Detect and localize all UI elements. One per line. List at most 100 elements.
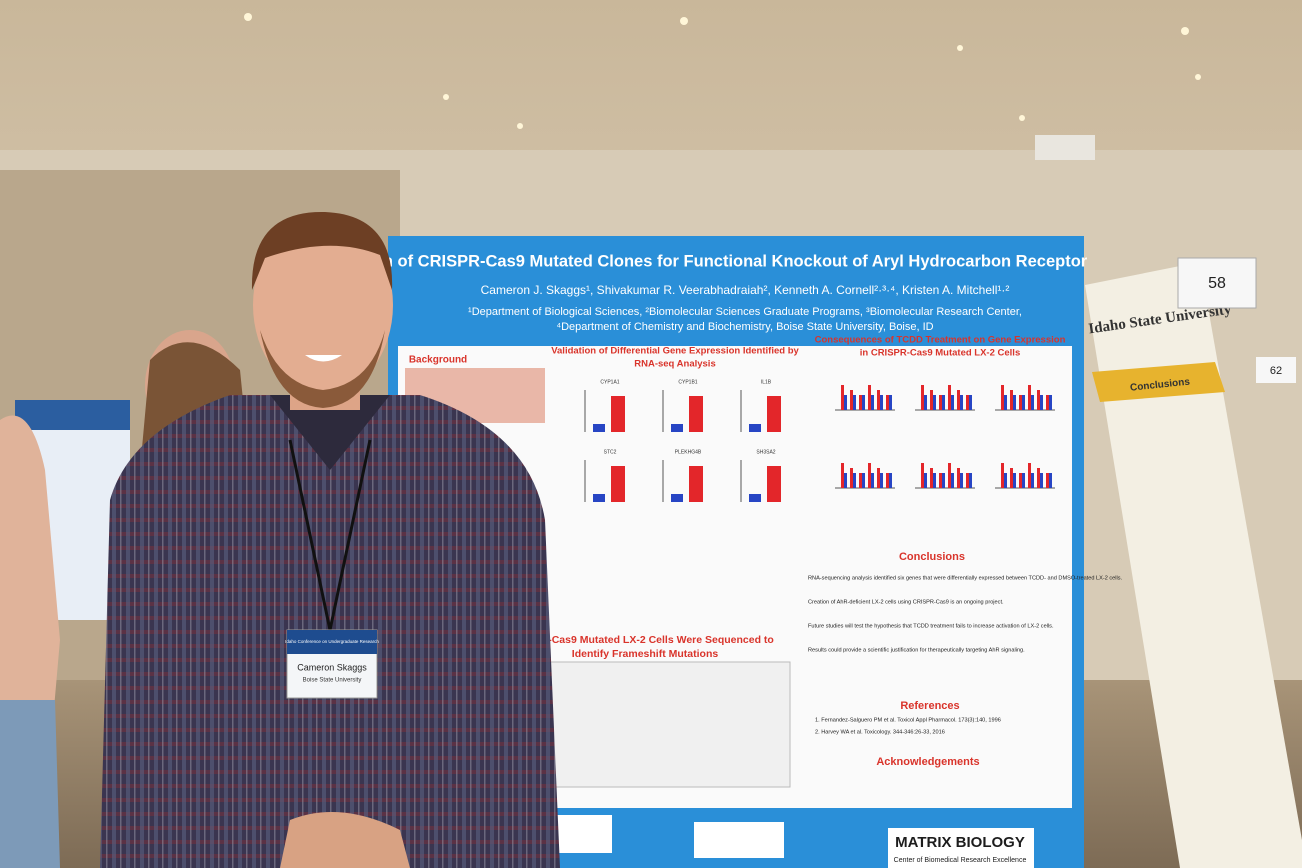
conclusion-item: RNA-sequencing analysis identified six g…	[808, 575, 1123, 581]
chart-bar	[1010, 468, 1013, 488]
badge-header	[287, 630, 377, 654]
chart-bar	[1049, 395, 1052, 410]
logo-text: MATRIX BIOLOGY	[895, 834, 1025, 851]
section-heading: References	[900, 700, 959, 712]
chart-bar	[951, 473, 954, 488]
chart-bar	[850, 468, 853, 488]
chart-bar	[1040, 395, 1043, 410]
chart-bar	[859, 473, 862, 488]
background-poster-header	[15, 400, 130, 430]
chart-bar	[767, 396, 781, 432]
chart-bar	[853, 395, 856, 410]
chart-bar	[1001, 463, 1004, 488]
chart-bar	[862, 473, 865, 488]
chart-bar	[1037, 468, 1040, 488]
board-number: 62	[1270, 365, 1282, 377]
chart-bar	[1019, 395, 1022, 410]
chart-bar	[593, 494, 605, 502]
chart-bar	[767, 466, 781, 502]
chart-bar	[1022, 395, 1025, 410]
reference-item: 1. Fernandez-Salguero PM et al. Toxicol …	[815, 717, 1001, 723]
chart-bar	[859, 395, 862, 410]
board-number-sign	[1256, 357, 1296, 383]
ceiling-lights	[244, 13, 1201, 129]
reference-item: 2. Harvey WA et al. Toxicology. 344-346:…	[815, 729, 945, 735]
gene-label: IL1B	[761, 379, 772, 385]
chart-bar	[957, 468, 960, 488]
conclusion-item: Creation of AhR-deficient LX-2 cells usi…	[808, 599, 1004, 605]
section-heading: in CRISPR-Cas9 Mutated LX-2 Cells	[860, 348, 1020, 359]
chart-bar	[1028, 385, 1031, 410]
sequence-table	[519, 661, 791, 788]
chart-bar	[880, 473, 883, 488]
chart-bar	[611, 466, 625, 502]
chart-bar	[1004, 473, 1007, 488]
logo-text: Center of Biomedical Research Excellence	[894, 857, 1027, 864]
chart-bar	[1040, 473, 1043, 488]
chart-bar	[933, 395, 936, 410]
poster-affiliation: ⁴Department of Chemistry and Biochemistr…	[556, 321, 933, 333]
chart-bar	[850, 390, 853, 410]
gene-label: SH3SA2	[756, 449, 775, 455]
face	[253, 215, 393, 395]
chart-bar	[969, 395, 972, 410]
chart-bar	[871, 473, 874, 488]
chart-bar	[939, 395, 942, 410]
poster-affiliation: ¹Department of Biological Sciences, ²Bio…	[468, 306, 1022, 318]
chart-bar	[930, 468, 933, 488]
chart-bar	[1001, 385, 1004, 410]
section-heading: Consequences of TCDD Treatment on Gene E…	[815, 335, 1066, 346]
gene-label: CYP1B1	[678, 379, 697, 385]
chart-bar	[1022, 473, 1025, 488]
logo-box	[694, 822, 784, 858]
chart-bar	[924, 395, 927, 410]
chart-bar	[1019, 473, 1022, 488]
poster-header	[388, 236, 1084, 346]
chart-bar	[671, 424, 683, 432]
section-heading: RNA-seq Analysis	[634, 359, 715, 370]
chart-bar	[966, 395, 969, 410]
chart-bar	[1049, 473, 1052, 488]
chart-bar	[868, 463, 871, 488]
chart-bar	[942, 395, 945, 410]
chart-bar	[960, 395, 963, 410]
gene-label: PLEKHG4B	[675, 449, 702, 455]
chart-bar	[960, 473, 963, 488]
chart-bar	[886, 473, 889, 488]
poster-title: on of CRISPR-Cas9 Mutated Clones for Fun…	[373, 252, 1088, 270]
chart-bar	[921, 385, 924, 410]
chart-bar	[749, 424, 761, 432]
hair	[251, 211, 393, 290]
projector	[1035, 135, 1095, 160]
chart-bar	[868, 385, 871, 410]
lanyard	[288, 439, 332, 631]
side-poster-band	[1092, 362, 1225, 402]
chart-bar	[1004, 395, 1007, 410]
side-poster	[1085, 262, 1302, 868]
conclusion-item: Future studies will test the hypothesis …	[808, 623, 1054, 629]
chart-bar	[689, 396, 703, 432]
chart-bar	[1013, 395, 1016, 410]
gene-label: STC2	[604, 449, 617, 455]
chart-bar	[1028, 463, 1031, 488]
chart-bar	[877, 390, 880, 410]
poster-authors: Cameron J. Skaggs¹, Shivakumar R. Veerab…	[481, 283, 1010, 297]
gene-label: CYP1A1	[600, 379, 619, 385]
chart-bar	[871, 395, 874, 410]
chart-bar	[921, 463, 924, 488]
chart-bar	[880, 395, 883, 410]
chart-bar	[948, 463, 951, 488]
person-left-jeans	[0, 700, 60, 868]
chart-bar	[889, 473, 892, 488]
chart-bar	[942, 473, 945, 488]
beard	[260, 330, 385, 408]
section-heading: Validation of Differential Gene Expressi…	[551, 346, 799, 357]
chart-bar	[841, 463, 844, 488]
chart-bar	[611, 396, 625, 432]
poster-border	[1072, 236, 1084, 868]
chart-bar	[844, 395, 847, 410]
chart-bar	[1013, 473, 1016, 488]
chart-bar	[877, 468, 880, 488]
conclusion-list: RNA-sequencing analysis identified six g…	[808, 575, 1123, 735]
